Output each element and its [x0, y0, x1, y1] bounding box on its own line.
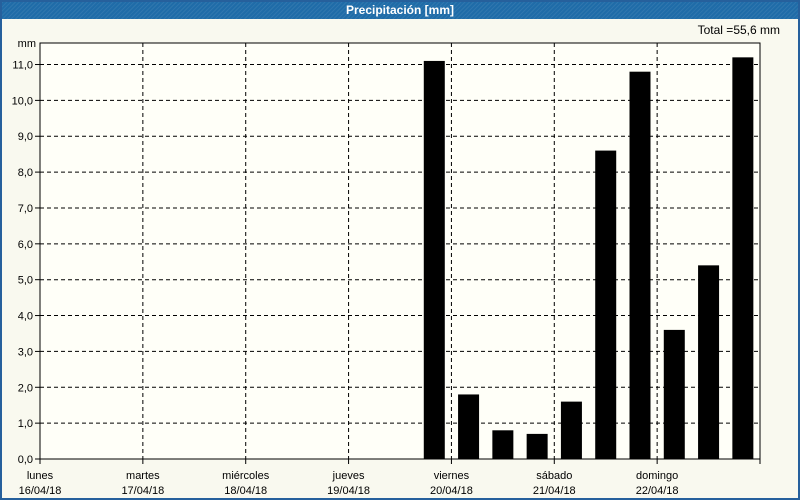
day-date-label: 21/04/18 [533, 485, 576, 497]
day-name-label: lunes [27, 470, 54, 482]
y-tick-label: 1,0 [18, 418, 33, 430]
window-titlebar: Precipitación [mm] [2, 2, 798, 19]
y-tick-label: 3,0 [18, 346, 33, 358]
precipitation-bar [663, 329, 685, 459]
day-date-label: 20/04/18 [430, 485, 473, 497]
y-tick-label: 7,0 [18, 203, 33, 215]
day-date-label: 17/04/18 [121, 485, 164, 497]
day-date-label: 18/04/18 [224, 485, 267, 497]
day-name-label: martes [126, 470, 160, 482]
precipitation-bar [732, 57, 754, 460]
day-date-label: 16/04/18 [19, 485, 62, 497]
precipitation-bar [492, 430, 514, 459]
y-tick-label: 5,0 [18, 275, 33, 287]
precipitation-bar [423, 60, 445, 460]
y-tick-label: 0,0 [18, 454, 33, 466]
y-tick-label: 10,0 [12, 95, 33, 107]
day-name-label: jueves [332, 470, 365, 482]
day-date-label: 22/04/18 [636, 485, 679, 497]
y-tick-label: 9,0 [18, 131, 33, 143]
day-name-label: domingo [636, 470, 678, 482]
y-tick-label: 6,0 [18, 239, 33, 251]
chart-title: Precipitación [mm] [345, 3, 455, 17]
y-tick-label: 11,0 [12, 60, 33, 72]
precipitation-bar [560, 401, 582, 459]
plot-background [40, 43, 760, 459]
y-tick-label: 2,0 [18, 382, 33, 394]
precipitation-bar [595, 150, 617, 459]
total-label: Total =55,6 mm [697, 23, 780, 37]
precipitation-bar [629, 71, 651, 460]
y-tick-label: 4,0 [18, 311, 33, 323]
precipitation-bar [458, 394, 480, 459]
plot-border [39, 42, 761, 460]
day-name-label: sábado [536, 470, 572, 482]
y-tick-label: 8,0 [18, 167, 33, 179]
day-date-label: 19/04/18 [327, 485, 370, 497]
precipitation-bar [698, 265, 720, 459]
day-name-label: viernes [434, 470, 470, 482]
day-name-label: miércoles [222, 470, 270, 482]
precipitation-bar [526, 433, 548, 459]
y-axis-unit-label: mm [17, 38, 36, 50]
